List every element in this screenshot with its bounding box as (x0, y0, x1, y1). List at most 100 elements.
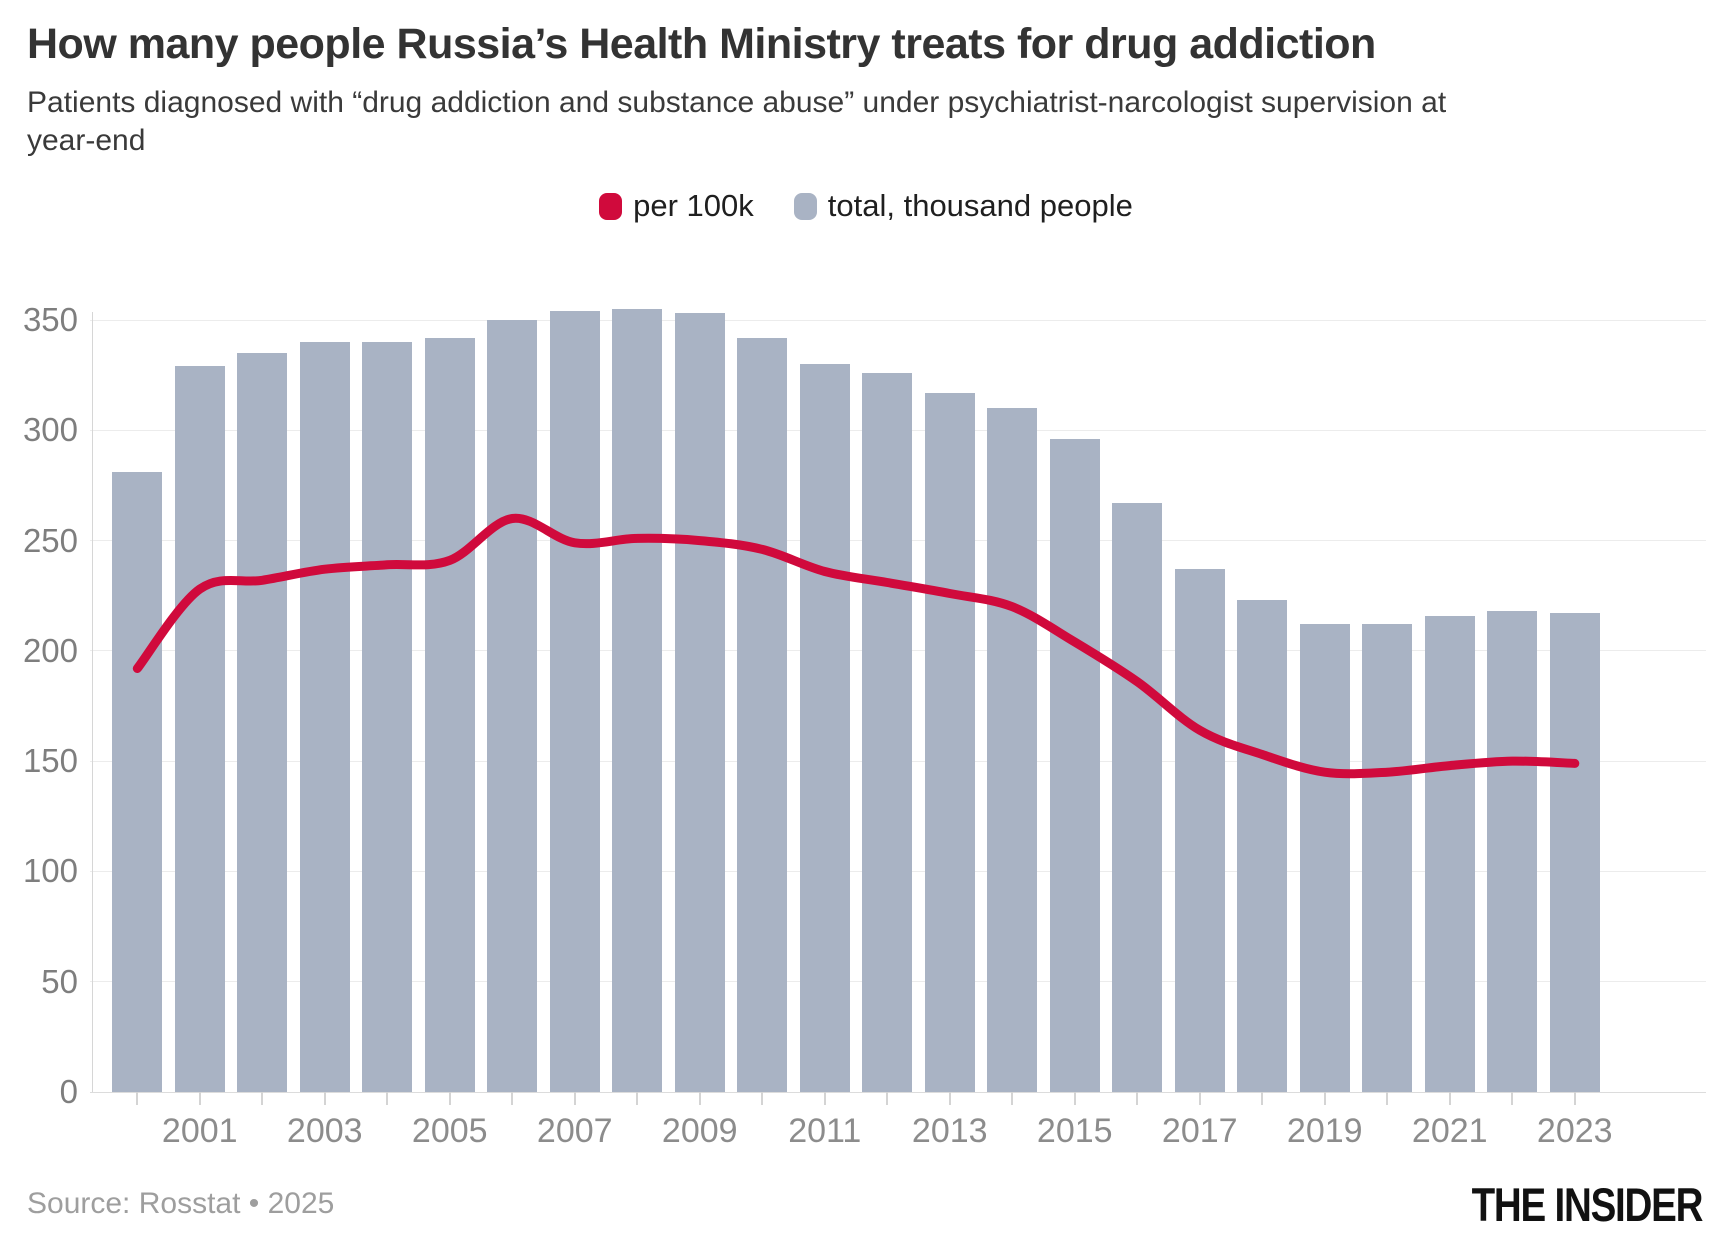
bar-slot-2005 (419, 300, 482, 1092)
bar-slot-2020 (1356, 300, 1419, 1092)
x-tick-2000 (136, 1092, 139, 1105)
y-axis-label-150: 150 (22, 742, 78, 780)
bar-2021 (1424, 615, 1475, 1092)
bar-slot-2001 (169, 300, 232, 1092)
bar-slot-2000 (106, 300, 169, 1092)
bar-slot-2009 (669, 300, 732, 1092)
bar-2003 (299, 342, 350, 1092)
bar-2007 (549, 311, 600, 1092)
the-insider-logo: THE INSIDER (1471, 1177, 1703, 1231)
bar-2015 (1049, 439, 1100, 1092)
x-tick-2002 (261, 1092, 264, 1105)
bar-slot-2010 (731, 300, 794, 1092)
page-subtitle: Patients diagnosed with “drug addiction … (27, 86, 1447, 157)
bar-2005 (424, 337, 475, 1092)
x-tick-2008 (636, 1092, 639, 1105)
bar-slot-2002 (231, 300, 294, 1092)
x-axis-label-2005: 2005 (411, 1112, 488, 1150)
bar-series-total (106, 300, 1606, 1092)
x-tick-2014 (1011, 1092, 1014, 1105)
x-tick-2005 (448, 1092, 451, 1105)
x-axis-label-2003: 2003 (286, 1112, 363, 1150)
bar-2013 (924, 392, 975, 1092)
y-axis-label-350: 350 (22, 301, 78, 338)
bar-2014 (987, 408, 1038, 1092)
bar-slot-2006 (481, 300, 544, 1092)
x-tick-2007 (573, 1092, 576, 1105)
legend-item-total: total, thousand people (793, 188, 1133, 224)
x-tick-2023 (1573, 1092, 1576, 1105)
bar-slot-2007 (544, 300, 607, 1092)
bar-2017 (1174, 569, 1225, 1092)
x-axis-label-2017: 2017 (1161, 1112, 1238, 1150)
x-axis-label-2009: 2009 (661, 1112, 738, 1150)
x-tick-2012 (886, 1092, 889, 1105)
bar-slot-2017 (1169, 300, 1232, 1092)
bar-slot-2015 (1044, 300, 1107, 1092)
bar-slot-2011 (794, 300, 857, 1092)
x-tick-2016 (1136, 1092, 1139, 1105)
x-tick-2011 (823, 1092, 826, 1105)
bar-2023 (1549, 613, 1600, 1092)
x-tick-2021 (1448, 1092, 1451, 1105)
bar-2000 (112, 472, 163, 1092)
page-title: How many people Russia’s Health Ministry… (27, 20, 1376, 68)
bar-slot-2022 (1481, 300, 1544, 1092)
x-tick-2004 (386, 1092, 389, 1105)
y-axis-label-0: 0 (59, 1073, 78, 1110)
x-tick-2009 (698, 1092, 701, 1105)
gridline-0 (90, 1091, 1706, 1093)
bar-2008 (612, 309, 663, 1092)
x-axis-label-2023: 2023 (1536, 1112, 1613, 1150)
x-tick-2018 (1261, 1092, 1264, 1105)
y-axis-line (92, 312, 93, 1092)
bar-2016 (1112, 503, 1163, 1092)
legend-item-per-100k: per 100k (599, 188, 754, 224)
bar-slot-2014 (981, 300, 1044, 1092)
bar-slot-2008 (606, 300, 669, 1092)
gridline-350 (90, 319, 1706, 321)
bar-2020 (1362, 624, 1413, 1092)
x-tick-2006 (511, 1092, 514, 1105)
y-axis-label-50: 50 (41, 962, 78, 1000)
bar-2006 (487, 320, 538, 1092)
bar-slot-2013 (919, 300, 982, 1092)
x-tick-2001 (198, 1092, 201, 1105)
bar-2018 (1237, 600, 1288, 1092)
x-axis-label-2015: 2015 (1036, 1112, 1113, 1150)
x-axis-label-2001: 2001 (161, 1112, 238, 1150)
bar-slot-2004 (356, 300, 419, 1092)
legend-marker-red (599, 192, 623, 220)
y-axis-label-300: 300 (22, 411, 78, 449)
y-axis-label-250: 250 (22, 521, 78, 559)
bar-slot-2016 (1106, 300, 1169, 1092)
chart-plot-area: 0 50 100 150 200 250 300 350 2001 2003 2005 2007 20… (0, 300, 1732, 1160)
bar-2004 (362, 342, 413, 1092)
x-tick-2003 (323, 1092, 326, 1105)
source-note: Source: Rosstat • 2025 (27, 1187, 335, 1220)
x-axis-label-2007: 2007 (536, 1112, 613, 1150)
bar-2022 (1487, 611, 1538, 1092)
legend: per 100k total, thousand people (0, 188, 1732, 224)
x-tick-2010 (761, 1092, 764, 1105)
y-axis-label-100: 100 (22, 852, 78, 890)
x-tick-2022 (1511, 1092, 1514, 1105)
legend-label: per 100k (633, 188, 754, 223)
y-axis-label-200: 200 (22, 631, 78, 669)
x-tick-2015 (1073, 1092, 1076, 1105)
bar-2010 (737, 337, 788, 1092)
bar-slot-2012 (856, 300, 919, 1092)
bar-2001 (174, 366, 225, 1092)
footer: Source: Rosstat • 2025 THE INSIDER (0, 1172, 1732, 1236)
x-tick-2017 (1198, 1092, 1201, 1105)
bar-2012 (862, 372, 913, 1092)
bar-slot-2003 (294, 300, 357, 1092)
bar-2009 (674, 313, 725, 1092)
bar-2019 (1299, 624, 1350, 1092)
x-tick-2020 (1386, 1092, 1389, 1105)
x-tick-2013 (948, 1092, 951, 1105)
bar-slot-2023 (1544, 300, 1607, 1092)
x-axis-label-2019: 2019 (1286, 1112, 1363, 1150)
legend-label: total, thousand people (827, 188, 1133, 223)
